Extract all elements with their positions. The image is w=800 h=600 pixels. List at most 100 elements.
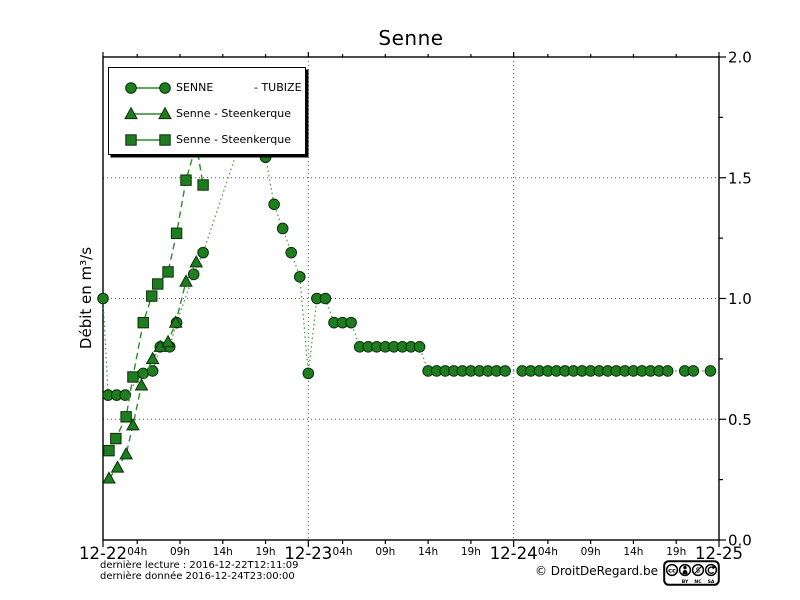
data-point-circle	[97, 292, 109, 305]
legend-item-label: SENNE	[176, 81, 214, 94]
data-point-circle	[125, 82, 137, 94]
cc-by-label: BY	[682, 579, 689, 585]
series-line-dotted	[102, 115, 711, 396]
data-point-triangle	[126, 418, 140, 431]
cc-logo-icon: cc	[665, 563, 679, 577]
x-hour-tick-label: 04h	[538, 546, 558, 558]
data-point-triangle	[158, 106, 172, 120]
data-point-square	[127, 371, 139, 383]
cc-badge-frame	[663, 560, 720, 586]
data-point-circle	[276, 222, 289, 235]
footnote-last-data: dernière donnée 2016-12-24T23:00:00	[100, 570, 295, 582]
data-point-triangle	[110, 460, 125, 473]
data-point-circle	[146, 365, 159, 377]
x-day-tick-label: 12-24	[490, 544, 538, 563]
data-point-circle	[413, 341, 426, 353]
x-hour-tick-label: 09h	[581, 546, 601, 558]
data-point-square	[180, 174, 192, 186]
data-point-circle	[187, 268, 200, 281]
copyright-text: © DroitDeRegard.be	[534, 564, 658, 578]
legend-item-label: Senne - Steenkerque	[176, 133, 292, 146]
data-point-circle	[159, 82, 171, 94]
x-day-tick-label: 12-23	[284, 544, 332, 563]
footnotes: dernière lecture : 2016-12-22T12:11:09 d…	[100, 560, 299, 582]
data-point-triangle	[179, 274, 193, 287]
data-point-square	[125, 134, 137, 146]
series-square	[103, 138, 209, 457]
data-point-square	[159, 134, 171, 146]
data-point-square	[152, 278, 164, 290]
cc-by-person-icon	[678, 563, 692, 577]
data-point-square	[110, 432, 122, 445]
legend-item: Senne - Steenkerque	[109, 132, 305, 148]
legend-box: SENNE - TUBIZE Senne - Steenkerque Senne - …	[108, 67, 306, 155]
data-point-circle	[293, 270, 306, 283]
x-hour-tick-label: 14h	[418, 546, 438, 558]
cc-badge-icon: cc $ BY NC SA	[663, 560, 720, 586]
cc-sa-share-alike-icon	[704, 563, 718, 577]
data-point-square	[162, 266, 174, 278]
data-point-square	[120, 411, 132, 423]
legend-item: Senne - Steenkerque	[109, 106, 305, 122]
data-point-square	[146, 290, 158, 302]
data-point-triangle	[145, 351, 160, 364]
x-hour-tick-label: 09h	[375, 546, 395, 558]
series-circle	[97, 111, 717, 401]
y-tick-label: 0.5	[728, 411, 752, 429]
data-point-triangle	[189, 255, 204, 268]
legend-marker-circle-icon	[125, 82, 171, 94]
tick-labels: 12-22 12-23 12-24 12-25 04h 09h 14h 19h 04h 09h 14…	[79, 49, 752, 564]
axis-ticks	[102, 52, 726, 547]
data-point-triangle	[119, 447, 133, 460]
y-axis-label: Débit en m³/s	[77, 246, 95, 350]
legend-marker-square-icon	[125, 134, 171, 146]
svg-text:cc: cc	[668, 566, 676, 574]
series-triangle	[102, 255, 204, 484]
data-point-triangle	[134, 378, 149, 391]
y-tick-label: 1.5	[728, 169, 752, 187]
footnote-last-reading: dernière lecture : 2016-12-22T12:11:09	[100, 560, 299, 571]
y-tick-label: 2.0	[728, 49, 752, 67]
data-point-square	[197, 179, 209, 191]
x-hour-tick-label: 19h	[461, 546, 481, 558]
legend-item-label-suffix: - TUBIZE	[254, 81, 302, 94]
legend-item: SENNE - TUBIZE	[109, 80, 305, 96]
y-tick-label: 0.0	[728, 532, 752, 550]
data-point-circle	[499, 365, 511, 377]
cc-license-badge: cc $ BY NC SA	[663, 560, 720, 590]
x-day-tick-label: 12-25	[695, 544, 743, 563]
data-point-square	[137, 316, 149, 329]
x-day-tick-label: 12-22	[79, 544, 127, 563]
data-point-circle	[119, 389, 132, 401]
x-hour-tick-label: 14h	[623, 546, 643, 558]
data-point-circle	[345, 316, 357, 329]
data-point-circle	[319, 292, 332, 305]
x-hour-tick-label: 09h	[170, 546, 190, 558]
x-hour-tick-label: 14h	[213, 546, 233, 558]
data-point-square	[170, 227, 183, 239]
data-point-square	[103, 444, 115, 457]
cc-nc-label: NC	[694, 579, 702, 585]
x-hour-tick-label: 19h	[256, 546, 276, 558]
data-point-circle	[285, 246, 298, 259]
data-point-triangle	[161, 334, 175, 348]
legend-item-label: Senne - Steenkerque	[176, 107, 292, 120]
legend-marker-triangle-icon	[124, 106, 172, 120]
y-tick-label: 1.0	[728, 290, 752, 308]
cc-nc-no-dollar-icon: $	[691, 563, 705, 577]
data-point-triangle	[102, 471, 116, 484]
cc-sa-label: SA	[708, 579, 715, 585]
data-point-circle	[704, 365, 717, 377]
data-point-circle	[268, 198, 280, 211]
data-point-circle	[661, 365, 674, 377]
data-point-circle	[302, 367, 315, 380]
chart-title: Senne	[378, 26, 444, 50]
x-hour-tick-label: 04h	[333, 546, 353, 558]
x-hour-tick-label: 19h	[666, 546, 686, 558]
data-point-triangle	[124, 106, 138, 120]
x-hour-tick-label: 04h	[127, 546, 147, 558]
data-point-triangle	[168, 315, 183, 328]
data-point-circle	[197, 246, 209, 259]
